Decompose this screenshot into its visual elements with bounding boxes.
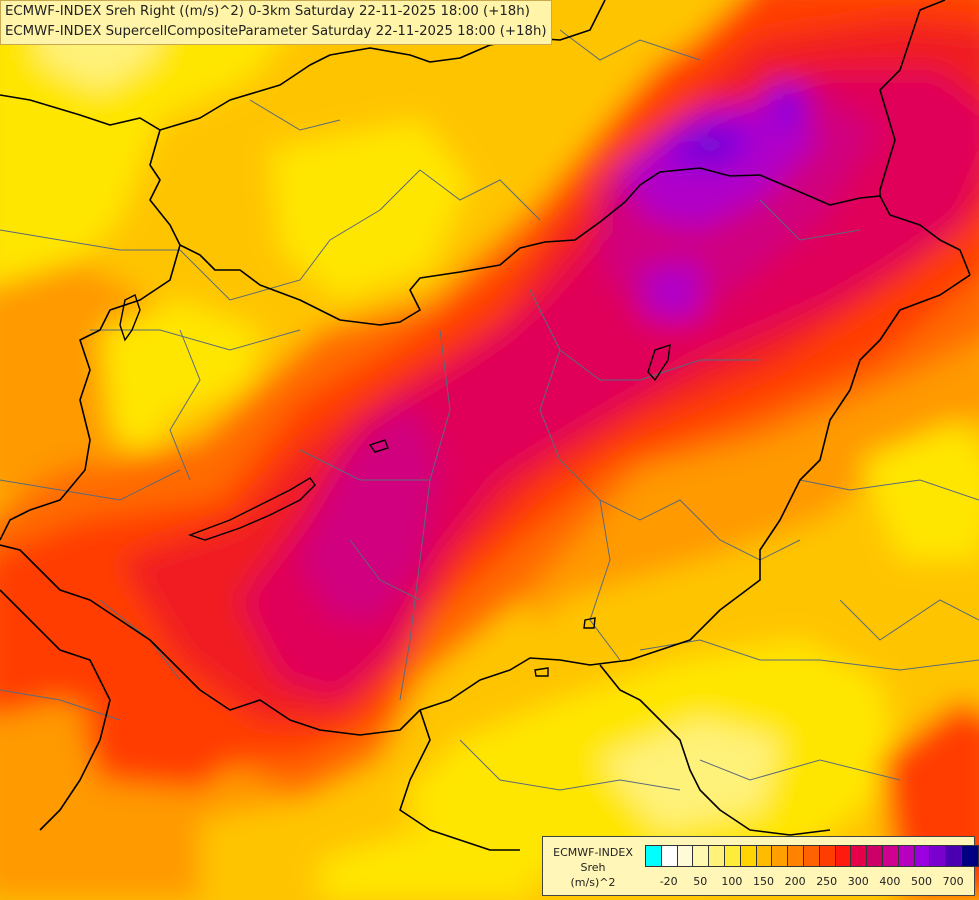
- lakes: [119, 294, 671, 677]
- legend-tick-label: 300: [847, 875, 869, 888]
- legend-swatch: [946, 846, 962, 866]
- legend-ticks: -20 50 100 150 200 250 300 400 500 700: [645, 875, 967, 891]
- legend-tick-label: 250: [816, 875, 838, 888]
- legend-tick-label: 400: [879, 875, 901, 888]
- color-legend: ECMWF-INDEX Sreh (m/s)^2 -20 50 100 150 200 2…: [542, 836, 979, 896]
- legend-tick-label: 200: [784, 875, 806, 888]
- legend-swatch: [740, 846, 757, 866]
- legend-swatch: [709, 846, 725, 866]
- legend-swatch: [788, 846, 804, 866]
- legend-tick-label: 700: [942, 875, 964, 888]
- title-line-sreh: ECMWF-INDEX Sreh Right ((m/s)^2) 0-3km S…: [5, 4, 530, 19]
- legend-swatch: [882, 846, 899, 866]
- legend-variable: Sreh: [580, 861, 606, 874]
- region-boundaries: [0, 29, 979, 791]
- legend-swatch: [961, 846, 978, 866]
- legend-swatch: [930, 846, 947, 866]
- legend-swatch: [835, 846, 852, 866]
- legend-swatch: [661, 846, 678, 866]
- lake-small-2: [647, 343, 671, 382]
- legend-swatch: [756, 846, 773, 866]
- legend-swatch: [914, 846, 931, 866]
- national-borders: [0, 0, 971, 851]
- legend-swatch: [646, 846, 662, 866]
- lake-balaton: [187, 477, 316, 541]
- legend-unit: (m/s)^2: [570, 876, 616, 889]
- legend-swatch: [772, 846, 789, 866]
- legend-tick-label: 50: [693, 875, 708, 888]
- legend-tick-label: 500: [911, 875, 932, 888]
- legend-tick-label: 100: [721, 875, 743, 888]
- legend-swatch: [803, 846, 820, 866]
- legend-tick-label: 150: [753, 875, 774, 888]
- legend-swatch: [693, 846, 710, 866]
- legend-tick-label: -20: [659, 875, 678, 888]
- lake-small-4: [534, 667, 549, 677]
- legend-swatch: [851, 846, 868, 866]
- lake-small-3: [583, 617, 596, 629]
- legend-swatch: [677, 846, 694, 866]
- legend-model: ECMWF-INDEX: [553, 846, 633, 859]
- lake-small-1: [368, 439, 389, 453]
- legend-swatch: [867, 846, 883, 866]
- legend-colorbar: [645, 845, 979, 867]
- lake-neusiedl: [119, 294, 141, 342]
- legend-swatch: [898, 846, 915, 866]
- legend-swatch: [819, 846, 836, 866]
- title-line-scp: ECMWF-INDEX SupercellCompositeParameter …: [5, 24, 547, 39]
- legend-swatch: [724, 846, 741, 866]
- legend-label: ECMWF-INDEX Sreh (m/s)^2: [547, 845, 639, 890]
- map-title-box: ECMWF-INDEX Sreh Right ((m/s)^2) 0-3km S…: [0, 0, 552, 45]
